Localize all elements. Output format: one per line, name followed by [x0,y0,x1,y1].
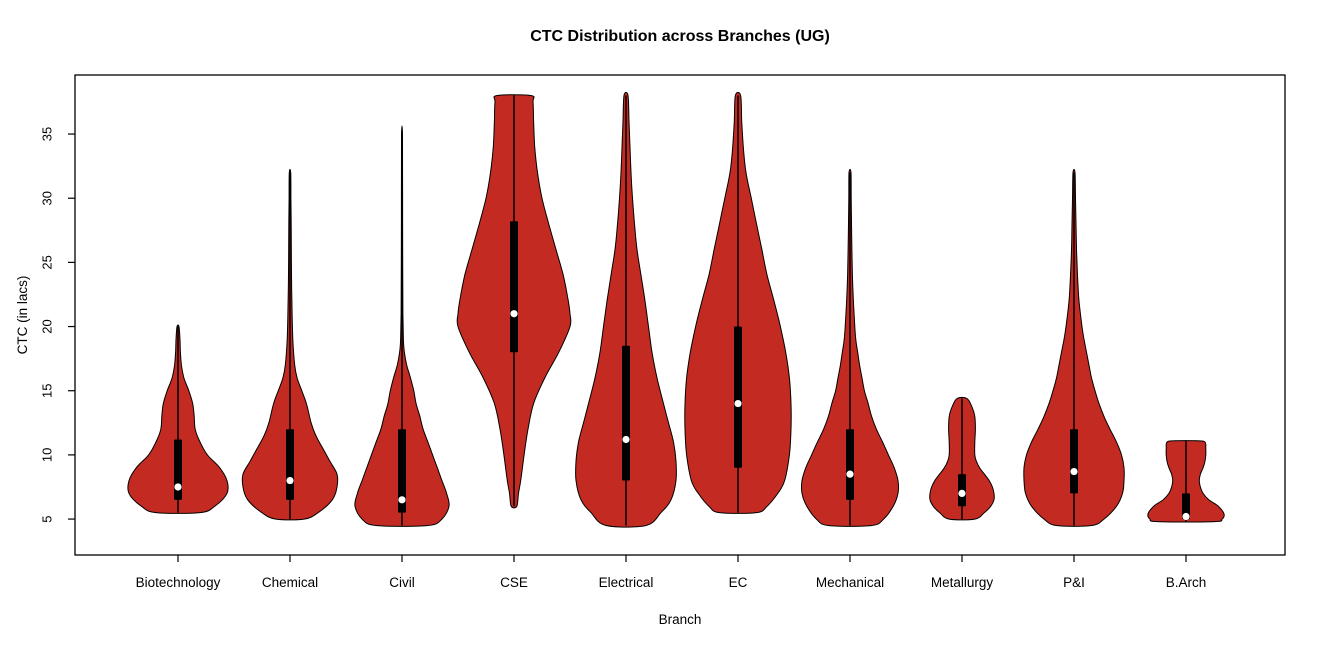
y-tick-label: 35 [39,127,54,141]
violin-box [1070,429,1078,494]
x-category-label: Civil [389,575,415,590]
y-tick-label: 30 [39,191,54,205]
x-category-label: CSE [500,575,528,590]
x-category-label: Biotechnology [136,575,221,590]
violin-box [510,221,518,353]
violin-median-dot [398,496,406,504]
violin-median-dot [286,476,294,485]
violin-box [1182,493,1190,520]
y-tick-label: 5 [39,515,54,522]
chart-title: CTC Distribution across Branches (UG) [530,28,830,45]
violin-median-dot [734,399,742,408]
x-category-label: Mechanical [816,575,884,590]
violin-median-dot [1182,512,1190,521]
x-category-label: P&I [1063,575,1085,590]
violin-median-dot [174,483,182,491]
violin-box [398,429,406,513]
plot-border [74,74,1286,556]
x-category-label: Electrical [599,575,654,590]
x-category-label: Metallurgy [931,575,994,590]
violin-box [174,439,182,500]
y-tick-label: 25 [39,255,54,269]
y-tick-label: 15 [39,383,54,397]
violin-median-dot [846,470,854,478]
x-axis-label: Branch [658,612,702,627]
y-tick-label: 20 [39,319,54,333]
violin-median-dot [1070,467,1078,476]
violin-box [622,345,630,481]
violin-box [846,429,854,500]
x-category-label: B.Arch [1166,575,1207,590]
violin-median-dot [622,435,630,444]
violin-box [286,429,294,500]
violin-median-dot [958,489,966,497]
x-category-label: Chemical [262,575,318,590]
x-category-label: EC [729,575,748,590]
y-tick-label: 10 [39,448,54,462]
violin-median-dot [510,310,518,318]
violin-box [734,326,742,468]
